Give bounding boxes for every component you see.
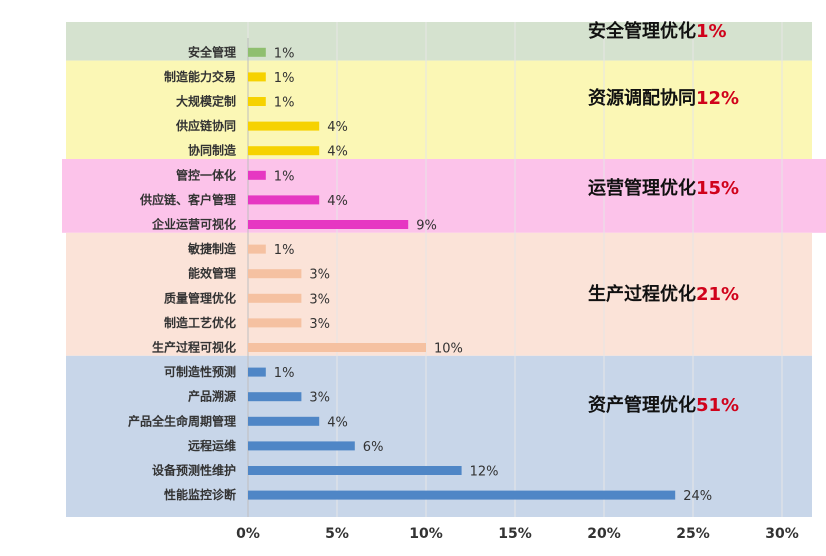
category-label: 敏捷制造	[187, 241, 237, 256]
value-label: 1%	[274, 169, 295, 184]
bar	[248, 293, 302, 303]
value-label: 24%	[683, 489, 712, 504]
bar	[248, 318, 302, 328]
group-band	[62, 159, 826, 233]
group-title-name: 安全管理优化	[588, 20, 696, 42]
bar	[248, 392, 302, 402]
x-tick-label: 30%	[765, 526, 799, 542]
category-label: 供应链、客户管理	[139, 192, 236, 207]
value-label: 4%	[327, 415, 348, 430]
group-title: 安全管理优化1%	[588, 20, 727, 42]
group-title-percent: 12%	[696, 88, 739, 109]
x-tick-label: 15%	[498, 526, 532, 542]
bar	[248, 195, 320, 205]
value-label: 10%	[434, 342, 463, 357]
category-label: 供应链协同	[175, 118, 236, 133]
value-label: 1%	[274, 96, 295, 111]
value-label: 4%	[327, 120, 348, 135]
bar	[248, 367, 266, 377]
category-label: 协同制造	[188, 143, 237, 158]
bar	[248, 146, 320, 156]
category-label: 大规模定制	[176, 94, 236, 109]
bar	[248, 490, 676, 500]
x-tick-label: 20%	[587, 526, 621, 542]
x-tick-label: 25%	[676, 526, 710, 542]
bar	[248, 269, 302, 279]
bar	[248, 244, 266, 254]
category-label: 产品全生命周期管理	[128, 413, 236, 428]
group-title-percent: 51%	[696, 395, 739, 416]
group-title-name: 运营管理优化	[588, 177, 696, 199]
value-label: 4%	[327, 145, 348, 160]
value-label: 1%	[274, 46, 295, 61]
group-title: 资产管理优化51%	[588, 394, 739, 416]
category-label: 企业运营可视化	[151, 217, 236, 232]
value-label: 3%	[309, 292, 330, 307]
group-title-percent: 21%	[696, 284, 739, 305]
group-title-name: 资产管理优化	[588, 394, 696, 416]
x-tick-label: 10%	[409, 526, 443, 542]
bar	[248, 47, 266, 57]
value-label: 1%	[274, 71, 295, 86]
bar	[248, 416, 320, 426]
group-band	[66, 22, 812, 61]
category-label: 管控一体化	[176, 167, 236, 182]
value-label: 3%	[309, 317, 330, 332]
group-title: 资源调配协同12%	[588, 87, 739, 109]
group-band	[66, 232, 812, 356]
category-label: 安全管理	[188, 44, 236, 59]
value-label: 1%	[274, 243, 295, 258]
category-label: 能效管理	[188, 266, 236, 281]
category-label: 设备预测性维护	[152, 463, 236, 478]
value-label: 1%	[274, 366, 295, 381]
group-band	[66, 60, 812, 159]
category-label: 制造工艺优化	[164, 315, 236, 330]
group-title-name: 资源调配协同	[588, 87, 696, 109]
bar	[248, 466, 462, 475]
group-title-percent: 1%	[696, 21, 727, 42]
value-label: 3%	[309, 391, 330, 406]
value-label: 3%	[309, 268, 330, 283]
category-label: 质量管理优化	[164, 290, 236, 305]
bar	[248, 170, 266, 180]
x-tick-label: 5%	[325, 526, 349, 542]
bar	[248, 121, 320, 131]
group-title-name: 生产过程优化	[588, 283, 696, 305]
x-tick-label: 0%	[236, 526, 260, 542]
category-label: 制造能力交易	[164, 69, 236, 84]
bar	[248, 72, 266, 82]
group-title: 生产过程优化21%	[588, 283, 739, 305]
category-label: 生产过程可视化	[152, 340, 236, 355]
bar	[248, 441, 355, 451]
value-label: 4%	[327, 194, 348, 209]
bar	[248, 343, 426, 352]
group-title-percent: 15%	[696, 178, 739, 199]
category-label: 产品溯源	[188, 389, 236, 404]
bar	[248, 220, 409, 229]
value-label: 9%	[416, 219, 437, 234]
category-label: 远程运维	[188, 438, 236, 453]
category-label: 可制造性预测	[164, 364, 236, 379]
value-label: 12%	[470, 465, 499, 480]
category-label: 性能监控诊断	[163, 487, 236, 502]
value-label: 6%	[363, 440, 384, 455]
group-title: 运营管理优化15%	[588, 177, 739, 199]
group-band	[66, 355, 812, 517]
bar	[248, 97, 266, 106]
